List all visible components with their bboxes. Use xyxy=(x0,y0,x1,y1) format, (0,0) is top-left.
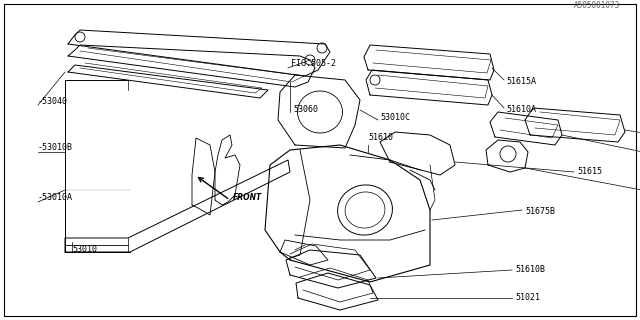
Text: 51021: 51021 xyxy=(515,293,540,302)
Text: 53010: 53010 xyxy=(72,245,97,254)
Text: 53010C: 53010C xyxy=(380,114,410,123)
Text: -53040: -53040 xyxy=(38,98,68,107)
Text: 53060: 53060 xyxy=(293,106,318,115)
Text: 51675B: 51675B xyxy=(525,207,555,217)
Text: FRONT: FRONT xyxy=(233,193,262,202)
Text: 51615A: 51615A xyxy=(506,77,536,86)
Text: -53010B: -53010B xyxy=(38,143,73,153)
Text: -53010A: -53010A xyxy=(38,194,73,203)
Text: FIG.505-2: FIG.505-2 xyxy=(291,60,336,68)
Text: A505001073: A505001073 xyxy=(573,1,620,10)
Text: 51610: 51610 xyxy=(368,133,393,142)
Text: 51610A: 51610A xyxy=(506,106,536,115)
Text: 51610B: 51610B xyxy=(515,266,545,275)
Text: 51615: 51615 xyxy=(577,167,602,177)
